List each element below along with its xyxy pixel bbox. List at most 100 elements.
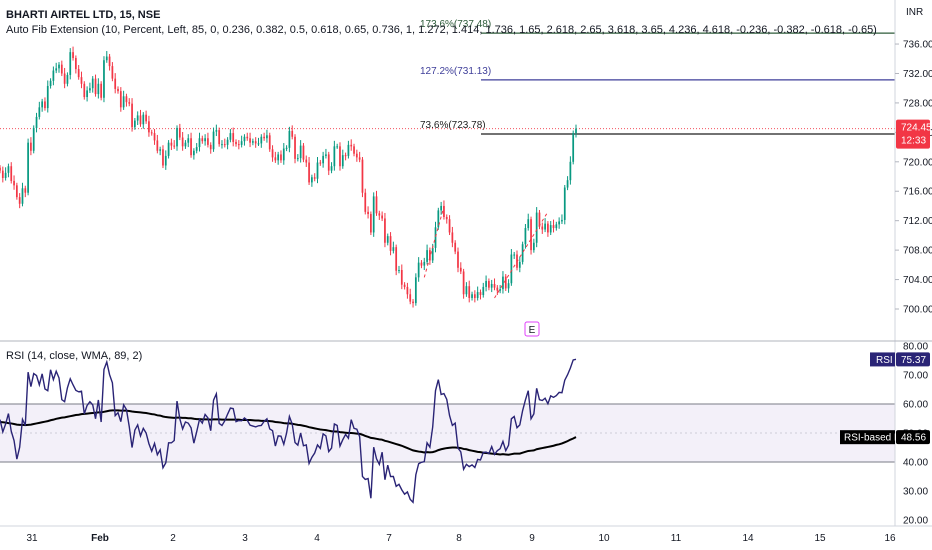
rsi-tag-name: RSI	[876, 355, 893, 366]
candle-body	[372, 196, 375, 233]
candle-body	[159, 149, 162, 151]
candle-body	[89, 88, 91, 91]
candle-body	[434, 227, 437, 248]
candle-body	[440, 205, 443, 211]
candle-body	[240, 141, 243, 145]
earnings-marker[interactable]	[524, 321, 540, 337]
candle-body	[170, 142, 173, 146]
candle-body	[44, 101, 46, 109]
candle-body	[291, 130, 294, 137]
fib-indicator-legend[interactable]: Auto Fib Extension (10, Percent, Left, 8…	[6, 24, 877, 36]
candle-body	[386, 236, 389, 243]
time-axis-label: 3	[242, 533, 248, 544]
candle-body	[184, 142, 187, 147]
candle-body	[91, 78, 94, 89]
candle-body	[496, 287, 499, 291]
ma-tag-name: RSI-based MA	[844, 433, 909, 444]
candle-body	[105, 56, 108, 61]
candle-body	[190, 138, 192, 156]
candle-body	[423, 261, 426, 266]
candle-body	[235, 141, 237, 145]
candle-body	[322, 155, 324, 164]
candle-body	[243, 136, 246, 142]
candle-body	[355, 153, 358, 158]
candle-body	[341, 155, 344, 167]
candle-body	[381, 215, 383, 219]
candle-body	[558, 221, 561, 225]
candle-body	[549, 225, 552, 233]
candle-body	[21, 188, 24, 204]
candle-body	[86, 90, 88, 98]
candle-body	[136, 115, 139, 121]
candle-body	[336, 146, 339, 148]
candle-body	[108, 56, 111, 67]
candle-body	[63, 73, 66, 84]
time-axis-label: 31	[26, 533, 38, 544]
candle-body	[451, 232, 454, 243]
candle-body	[417, 262, 420, 278]
fib-level-label: 73.6%(723.78)	[420, 120, 486, 131]
last-price-tag: 724.45 12:33	[896, 119, 932, 149]
price-tick-label: 700.00	[903, 305, 932, 316]
candle-body	[502, 276, 504, 290]
candle-body	[473, 294, 476, 298]
time-axis-label: 9	[529, 533, 535, 544]
candle-body	[465, 286, 468, 295]
candle-body	[274, 157, 277, 161]
candle-body	[30, 142, 32, 151]
candle-body	[313, 177, 316, 179]
candle-body	[299, 145, 302, 159]
candle-body	[448, 219, 451, 233]
candle-body	[305, 159, 308, 163]
rsi-tick-label: 60.00	[903, 400, 928, 411]
candle-body	[114, 78, 117, 89]
candle-body	[398, 269, 400, 271]
candle-body	[575, 128, 577, 134]
time-axis-label: 16	[884, 533, 896, 544]
candle-body	[361, 159, 364, 193]
candle-body	[52, 70, 55, 81]
time-axis-label: 8	[456, 533, 462, 544]
candle-body	[0, 167, 1, 171]
candle-body	[535, 212, 538, 243]
candle-body	[485, 281, 487, 287]
candle-body	[327, 154, 330, 171]
candle-body	[544, 223, 546, 230]
candle-body	[375, 196, 378, 214]
candle-body	[181, 137, 184, 147]
candle-body	[521, 244, 524, 262]
time-axis-label: 2	[170, 533, 176, 544]
candle-body	[268, 135, 271, 150]
rsi-line	[0, 358, 577, 504]
candle-body	[389, 236, 392, 251]
candle-body	[406, 286, 409, 295]
time-axis-label: 10	[598, 533, 610, 544]
candle-body	[215, 130, 218, 132]
candle-body	[316, 162, 319, 179]
candle-body	[193, 150, 195, 156]
candle-body	[257, 143, 260, 145]
candle-body	[282, 148, 285, 161]
candle-body	[207, 138, 209, 145]
candle-body	[488, 281, 490, 288]
candle-body	[94, 78, 97, 95]
candle-body	[457, 251, 459, 268]
candle-body	[133, 120, 136, 128]
candle-body	[395, 247, 398, 271]
candle-body	[507, 283, 510, 289]
candle-body	[493, 283, 496, 288]
candle-body	[97, 83, 100, 95]
rsi-tag-value-bg	[896, 352, 930, 367]
rsi-indicator-legend[interactable]: RSI (14, close, WMA, 89, 2)	[6, 350, 143, 362]
rsi-tick-label: 30.00	[903, 487, 928, 498]
candle-body	[266, 135, 268, 139]
candle-body	[122, 96, 125, 108]
candle-body	[226, 139, 229, 145]
candle-body	[32, 127, 35, 151]
candle-body	[187, 138, 190, 143]
last-price-tag-bg	[896, 119, 930, 149]
candle-body	[69, 52, 72, 75]
candle-body	[527, 219, 530, 229]
candle-body	[27, 142, 29, 193]
